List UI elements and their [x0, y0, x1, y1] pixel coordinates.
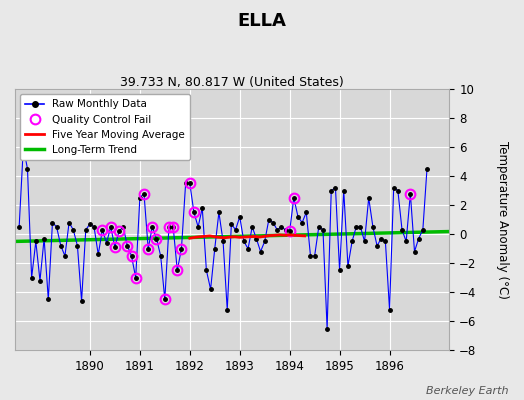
- Title: 39.733 N, 80.817 W (United States): 39.733 N, 80.817 W (United States): [121, 76, 344, 89]
- Text: ELLA: ELLA: [237, 12, 287, 30]
- Legend: Raw Monthly Data, Quality Control Fail, Five Year Moving Average, Long-Term Tren: Raw Monthly Data, Quality Control Fail, …: [20, 94, 190, 160]
- Y-axis label: Temperature Anomaly (°C): Temperature Anomaly (°C): [496, 141, 509, 298]
- Text: Berkeley Earth: Berkeley Earth: [426, 386, 508, 396]
